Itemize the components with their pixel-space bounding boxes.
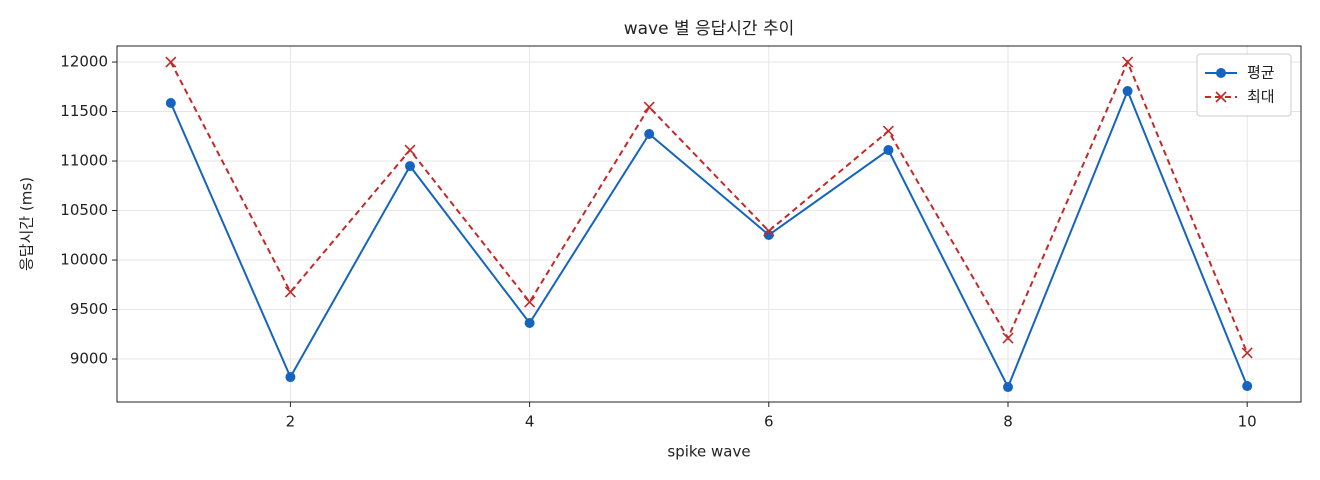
point <box>404 144 416 156</box>
x-tick-label: 4 <box>525 413 535 431</box>
y-tick-label: 10500 <box>60 201 108 219</box>
y-axis-label: 응답시간 (ms) <box>18 177 36 271</box>
series-line <box>169 59 1249 354</box>
point <box>643 101 655 113</box>
y-tick-label: 9000 <box>70 350 108 368</box>
y-tick-label: 9500 <box>70 300 108 318</box>
plot-frame <box>116 45 1302 403</box>
y-tick-label: 11000 <box>60 152 108 170</box>
chart-title: wave 별 응답시간 추이 <box>624 19 795 39</box>
legend-label: 최대 <box>1247 88 1275 106</box>
x-tick-label: 8 <box>1003 413 1013 431</box>
point <box>165 56 177 68</box>
y-tick-label: 11500 <box>60 102 108 120</box>
point <box>1122 86 1133 97</box>
x-axis-label: spike wave <box>667 443 750 461</box>
point <box>405 161 416 172</box>
point <box>644 129 655 140</box>
point <box>763 225 775 237</box>
x-tick-label: 10 <box>1238 413 1257 431</box>
series-line <box>169 88 1249 390</box>
point <box>1002 382 1013 393</box>
x-tick-label: 6 <box>764 413 774 431</box>
y-tick-label: 10000 <box>60 251 108 269</box>
point <box>524 317 535 328</box>
x-tick-label: 2 <box>286 413 296 431</box>
point <box>1002 332 1014 344</box>
point <box>883 145 894 156</box>
point <box>1241 347 1253 359</box>
y-tick-label: 12000 <box>60 53 108 71</box>
point <box>524 296 536 308</box>
point <box>882 125 894 137</box>
point <box>1242 381 1253 392</box>
legend-marker <box>1216 68 1226 78</box>
legend-box <box>1196 53 1292 117</box>
legend-label: 평균 <box>1247 64 1275 82</box>
point <box>165 98 176 109</box>
point <box>285 372 296 383</box>
legend-marker <box>1215 91 1227 103</box>
point <box>284 286 296 298</box>
point <box>1122 56 1134 68</box>
